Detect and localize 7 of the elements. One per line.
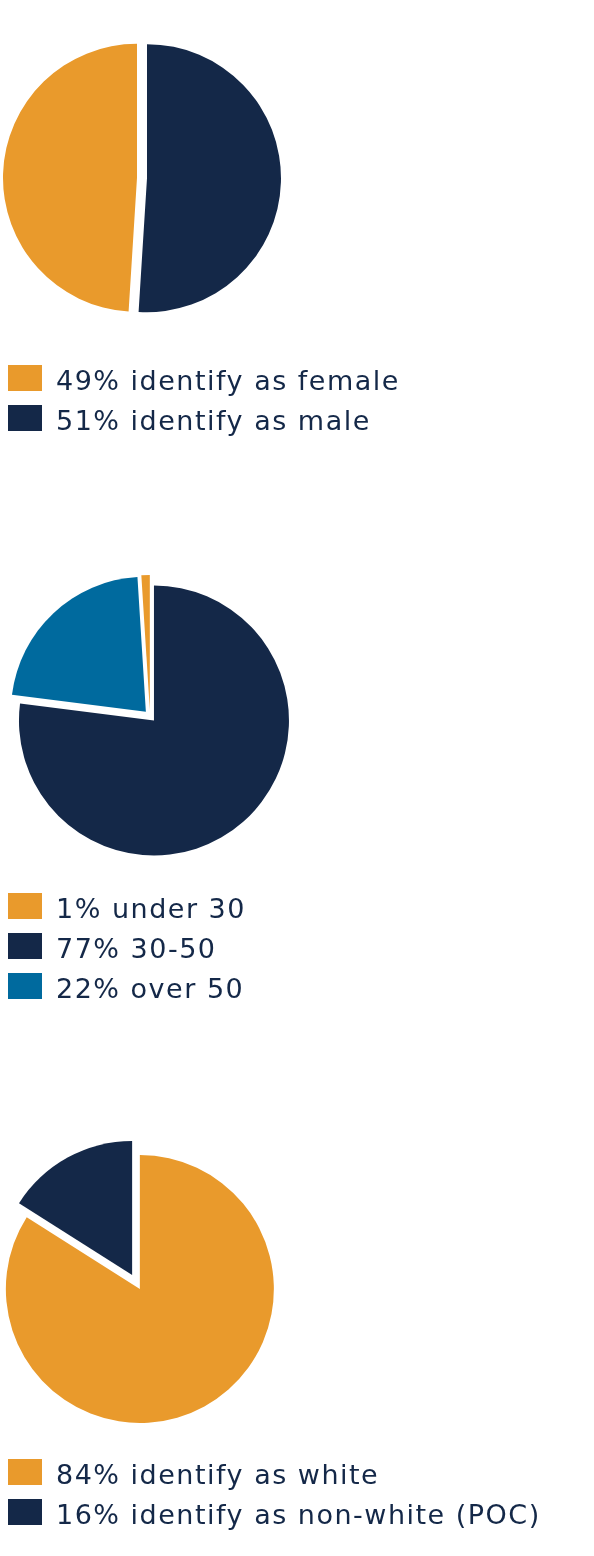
legend-label: 1% under 30 [56,893,246,924]
legend-label: 49% identify as female [56,365,400,396]
legend-label: 22% over 50 [56,973,245,1004]
legend-label: 16% identify as non-white (POC) [56,1499,541,1530]
legend-label: 84% identify as white [56,1459,380,1490]
legend-label: 77% 30-50 [56,933,217,964]
legend-label: 51% identify as male [56,405,371,436]
